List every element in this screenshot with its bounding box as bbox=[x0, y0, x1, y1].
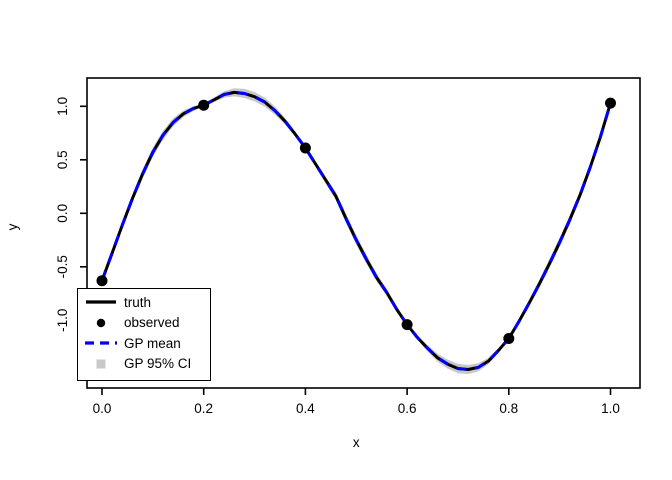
x-tick-label: 0.8 bbox=[499, 401, 518, 416]
observed-point bbox=[401, 319, 413, 331]
legend-item-observed: observed bbox=[78, 313, 210, 334]
observed-point bbox=[198, 99, 210, 111]
y-axis-title: y bbox=[5, 223, 20, 230]
observed-point bbox=[605, 97, 616, 109]
legend-marker-observed-point bbox=[78, 316, 124, 330]
x-tick-label: 1.0 bbox=[601, 401, 620, 416]
x-tick-label: 0.2 bbox=[194, 401, 213, 416]
legend-item-gp-mean: GP mean bbox=[78, 333, 210, 354]
legend-item-truth: truth bbox=[78, 292, 210, 313]
legend-item-gp-ci: GP 95% CI bbox=[78, 354, 210, 375]
observed-point bbox=[96, 275, 108, 287]
legend-label-gp-mean: GP mean bbox=[124, 335, 181, 351]
legend: truth observed GP mean GP 95% CI bbox=[77, 288, 211, 381]
y-tick-label: -1.0 bbox=[55, 309, 70, 332]
legend-label-truth: truth bbox=[124, 294, 152, 310]
y-tick-label: 0.0 bbox=[55, 204, 70, 223]
x-tick-label: 0.4 bbox=[296, 401, 315, 416]
plot-border bbox=[86, 77, 641, 389]
legend-marker-ci-swatch bbox=[78, 357, 124, 371]
y-tick-label: 1.0 bbox=[55, 97, 70, 116]
x-axis-title: x bbox=[353, 435, 360, 450]
x-tick-label: 0.0 bbox=[93, 401, 112, 416]
observed-point bbox=[503, 333, 515, 344]
legend-marker-truth-line bbox=[78, 295, 124, 309]
observed-point bbox=[299, 142, 311, 154]
legend-label-gp-ci: GP 95% CI bbox=[124, 356, 192, 372]
y-tick-label: 0.5 bbox=[55, 150, 70, 169]
gp-mean-curve bbox=[100, 90, 612, 371]
y-tick-label: -0.5 bbox=[55, 255, 70, 278]
legend-marker-gp-mean-line bbox=[78, 336, 124, 350]
legend-label-observed: observed bbox=[124, 315, 180, 331]
x-tick-label: 0.6 bbox=[398, 401, 417, 416]
